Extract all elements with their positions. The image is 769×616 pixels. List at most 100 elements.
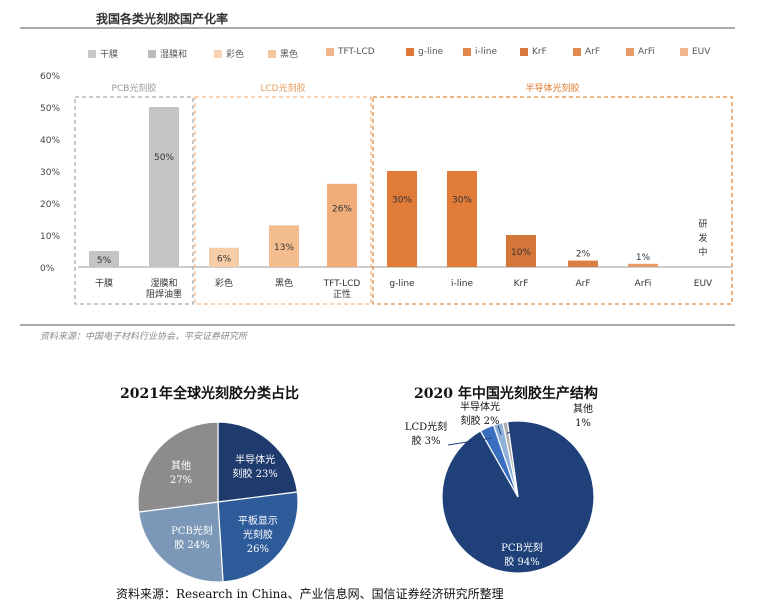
bar-chart-legend: 干膜 湿膜和 彩色 黑色 TFT-LCD g-line i-line KrF ArF ArFi EU… [88,47,768,63]
category-label-1: 阻焊油墨 [146,288,182,300]
legend-swatch [573,48,581,56]
china-leader-2 [497,425,502,435]
legend-label: TFT-LCD [338,47,375,57]
group-label-bg-1 [249,80,317,96]
data-label-10: 发 [698,232,707,244]
legend-item: 彩色 [214,47,244,60]
category-label-5: g-line [389,279,415,289]
global-pie-title: 2021年全球光刻胶分类占比 [120,386,299,402]
global-slice-label-1: 平板显示 [238,514,278,527]
y-tick-label: 50% [40,104,60,114]
legend-item: 黑色 [268,47,298,60]
data-label-5: 30% [392,196,412,206]
bar-6 [447,171,477,267]
legend-label: i-line [475,47,497,57]
data-label-6: 30% [452,196,472,206]
china-leader-3 [506,423,531,434]
category-label-3: 黑色 [275,277,293,289]
data-label-8: 2% [576,250,591,260]
china-slice-label-2: 刻胶 2% [460,414,499,427]
legend-label: 黑色 [280,50,299,60]
bar-9 [628,263,658,267]
bar-0 [89,251,119,267]
legend-swatch [326,48,334,56]
bar-4 [327,183,357,267]
legend-label: g-line [418,47,444,57]
legend-swatch [680,48,688,56]
legend-swatch [626,48,634,56]
global-slice-label-0: 刻胶 23% [232,467,277,480]
data-label-9: 1% [636,253,651,263]
data-label-0: 5% [97,256,112,266]
category-label-8: ArF [575,279,590,289]
china-photoresist-pie: PCB光刻胶 94% LCD光刻胶 3% 半导体光刻胶 2% 其他 1% [405,400,595,574]
global-slice-0 [217,421,299,503]
category-label-2: 彩色 [215,277,233,289]
group-box-2 [372,96,733,305]
legend-item: KrF [520,47,547,57]
group-label-bg-0 [100,80,168,96]
china-slice-label-1: 胶 3% [411,434,440,447]
y-tick-label: 30% [40,168,60,178]
category-label-9: ArFi [635,279,652,289]
category-label-1: 湿膜和 [150,278,177,289]
data-label-7: 10% [511,248,531,258]
china-leader-1 [447,437,492,446]
china-slice-label-3: 其他 [573,402,593,415]
china-pie-title: 2020 年中国光刻胶生产结构 [414,386,598,402]
data-label-3: 13% [274,243,294,253]
china-slice-label-2: 半导体光 [460,400,500,413]
global-slice-label-2: 胶 24% [174,538,209,551]
legend-item: TFT-LCD [326,47,375,57]
y-tick-label: 20% [40,200,60,210]
global-slice-label-2: PCB光刻 [171,524,213,537]
legend-item: ArFi [626,47,655,57]
bar-8 [568,260,598,267]
global-slice-1 [217,491,299,583]
legend-swatch [214,49,222,58]
category-label-0: 干膜 [95,278,113,289]
legend-swatch [463,48,471,56]
legend-label: 彩色 [226,50,245,60]
pie-source: 资料来源：Research in China、产业信息网、国信证券经济研究所整理 [116,587,504,601]
global-slice-label-3: 其他 [171,459,191,472]
data-label-10: 研 [698,219,707,230]
china-slice-label-1: LCD光刻 [405,420,447,433]
category-label-7: KrF [514,279,529,289]
legend-item: 干膜 [88,47,118,60]
global-slice-3 [137,421,219,513]
legend-item: g-line [406,47,443,57]
group-label-2: 半导体光刻胶 [525,82,579,94]
global-slice-label-1: 光刻胶 [243,528,273,541]
bar-chart-source: 资料来源：中国电子材料行业协会，平安证券研究所 [40,332,248,342]
legend-swatch [148,49,156,58]
china-slice-label-0: PCB光刻 [501,541,543,554]
data-label-10: 中 [698,246,707,258]
global-slice-label-1: 26% [247,544,269,555]
category-label-10: EUV [694,279,713,289]
bar-7 [506,235,536,267]
china-slice-label-0: 胶 94% [504,555,539,568]
legend-label: ArF [585,47,601,57]
group-box-1 [194,96,372,305]
localization-bar-chart: 0% 10% 20% 30% 40% 50% 60% PCB光刻胶 LCD光刻胶 半导体光刻胶 5%… [20,27,735,326]
legend-item: ArF [573,47,600,57]
category-label-6: i-line [451,279,473,289]
group-box-0 [74,96,194,305]
legend-label: 干膜 [100,50,119,60]
china-slice-3 [502,421,519,498]
bar-3 [269,225,299,267]
y-tick-label: 60% [40,72,60,82]
global-slice-label-0: 半导体光 [235,453,275,466]
global-slice-label-3: 27% [170,475,192,486]
legend-item: 湿膜和 [148,47,187,60]
category-label-4: 正性 [333,288,351,300]
global-slice-2 [137,501,224,583]
data-label-4: 26% [332,204,352,214]
y-tick-label: 10% [40,232,60,242]
group-label-bg-2 [518,80,587,96]
legend-item: i-line [463,47,497,57]
data-label-2: 6% [217,254,232,264]
legend-label: 湿膜和 [160,50,188,60]
category-label-4: TFT-LCD [323,279,361,289]
